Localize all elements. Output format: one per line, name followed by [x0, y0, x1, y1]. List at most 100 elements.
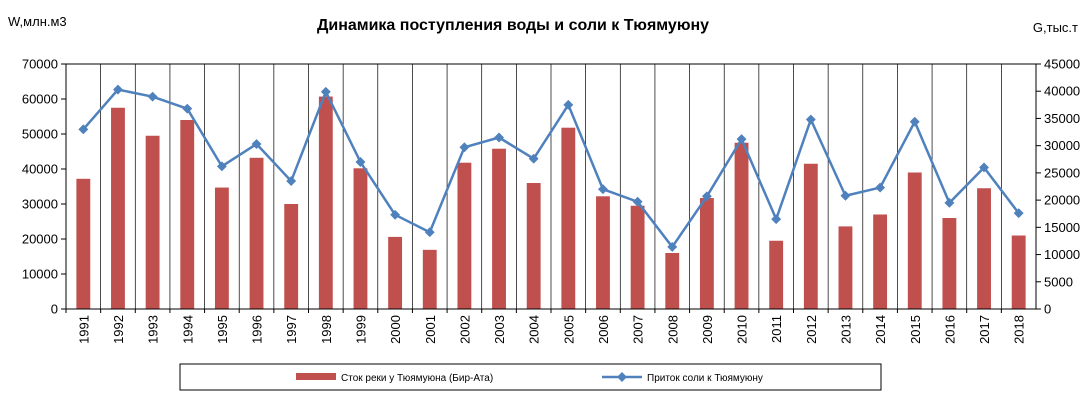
- bar: [699, 198, 714, 309]
- x-tick-label: 1992: [111, 315, 126, 344]
- right-tick-label: 35000: [1044, 111, 1080, 126]
- bar-series: [76, 96, 1026, 309]
- line-path: [82, 88, 1020, 249]
- bar: [907, 172, 922, 309]
- x-tick-label: 2000: [388, 315, 403, 344]
- line-marker: [909, 116, 920, 127]
- x-tick-label: 2018: [1012, 315, 1027, 344]
- legend-box: [179, 363, 882, 391]
- right-tick-label: 15000: [1044, 220, 1080, 235]
- left-tick-label: 30000: [22, 197, 58, 212]
- bar: [803, 163, 818, 309]
- bar: [561, 127, 576, 309]
- right-tick-label: 5000: [1044, 274, 1073, 289]
- bar: [838, 226, 853, 309]
- right-tick-label: 40000: [1044, 84, 1080, 99]
- x-tick-label: 2015: [908, 315, 923, 344]
- x-tick-label: 1998: [319, 315, 334, 344]
- x-tick-label: 2012: [804, 315, 819, 344]
- left-tick-label: 20000: [22, 232, 58, 247]
- line-marker: [390, 209, 401, 220]
- bar: [1011, 235, 1026, 309]
- x-tick-label: 2009: [700, 315, 715, 344]
- right-tick-label: 10000: [1044, 247, 1080, 262]
- legend-bar-label: Сток реки у Тюямуюна (Бир-Ата): [341, 373, 493, 384]
- x-tick-label: 2001: [423, 315, 438, 344]
- bar: [596, 196, 610, 309]
- x-tick-label: 2002: [457, 315, 472, 344]
- line-marker: [771, 214, 782, 225]
- line-marker: [528, 153, 539, 164]
- line-marker: [632, 196, 643, 207]
- left-tick-label: 40000: [22, 162, 58, 177]
- x-tick-label: 2004: [527, 315, 542, 344]
- line-marker: [979, 162, 989, 173]
- bar: [769, 240, 784, 309]
- right-tick-label: 25000: [1044, 165, 1080, 180]
- chart-title: Динамика поступления воды и соли к Тюяму…: [317, 17, 709, 34]
- bar: [873, 214, 888, 309]
- bar: [111, 107, 125, 309]
- axes: 0 10000 20000 30000 40000 50000 60000 70000 0 500…: [22, 57, 1080, 344]
- line-marker: [78, 124, 89, 135]
- left-tick-label: 10000: [22, 267, 58, 282]
- line-marker: [147, 91, 158, 102]
- x-tick-label: 1995: [215, 315, 230, 344]
- bar: [665, 253, 680, 309]
- bar: [492, 148, 506, 309]
- left-tick-label: 50000: [22, 127, 58, 142]
- bar: [630, 205, 645, 309]
- x-tick-label: 1999: [353, 315, 368, 344]
- bar: [353, 168, 368, 309]
- x-tick-label: 1996: [250, 315, 265, 344]
- legend-line-marker: [617, 372, 627, 382]
- right-tick-label: 20000: [1044, 193, 1080, 208]
- x-tick-label: 1993: [146, 315, 161, 344]
- line-marker: [216, 161, 227, 172]
- legend: Сток реки у Тюямуюна (Бир-Ата) Приток со…: [179, 363, 882, 391]
- bar: [526, 183, 541, 309]
- bar: [388, 236, 403, 309]
- x-tick-label: 1991: [76, 315, 91, 344]
- line-marker: [182, 103, 193, 114]
- x-tick-label: 2014: [873, 315, 888, 344]
- x-tick-label: 2013: [838, 315, 853, 344]
- x-tick-label: 2005: [561, 315, 576, 344]
- legend-line-label: Приток соли к Тюямуюну: [647, 373, 763, 384]
- left-tick-label: 0: [51, 302, 58, 317]
- x-tick-label: 2007: [631, 315, 646, 344]
- bar: [942, 218, 957, 309]
- line-marker: [563, 99, 574, 110]
- line-marker: [667, 241, 678, 252]
- x-tick-label: 1997: [284, 315, 299, 344]
- line-marker: [355, 157, 366, 167]
- line-marker: [598, 184, 608, 195]
- line-marker: [320, 86, 331, 97]
- line-marker: [494, 132, 504, 143]
- x-tick-label: 2016: [942, 315, 957, 344]
- bar: [249, 157, 264, 309]
- x-tick-label: 1994: [180, 315, 195, 344]
- line-marker: [736, 134, 747, 145]
- line-marker: [944, 197, 955, 208]
- x-tick-label: 2011: [769, 315, 784, 343]
- left-tick-label: 70000: [22, 57, 58, 72]
- x-tick-label: 2010: [735, 315, 750, 344]
- bar: [214, 187, 229, 309]
- legend-bar-swatch: [296, 373, 336, 380]
- line-marker: [805, 114, 816, 125]
- right-tick-label: 45000: [1044, 57, 1080, 72]
- right-axis-label: G,тыс.т: [1033, 20, 1078, 35]
- line-marker: [875, 182, 886, 193]
- bar: [284, 204, 299, 309]
- bar: [422, 249, 437, 309]
- bar: [76, 178, 91, 309]
- bar: [145, 135, 160, 309]
- bar: [734, 142, 749, 309]
- line-marker: [459, 142, 470, 153]
- bar: [457, 162, 472, 309]
- x-tick-label: 2003: [492, 315, 507, 344]
- grid-layer: [100, 64, 1002, 309]
- x-tick-label: 2008: [665, 315, 680, 344]
